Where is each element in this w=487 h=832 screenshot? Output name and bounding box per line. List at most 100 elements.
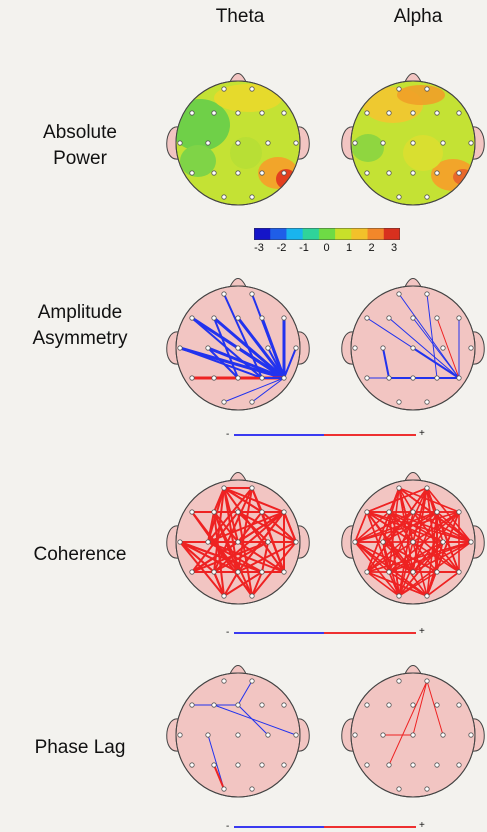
connection-line: [366, 487, 400, 573]
right-ear-icon: [297, 718, 310, 752]
electrode: [364, 315, 370, 321]
power-region: [397, 85, 445, 105]
connection-line: [398, 571, 438, 597]
electrode: [364, 509, 370, 515]
electrode: [434, 762, 440, 768]
right-ear-icon: [297, 126, 310, 160]
row-label-line: Amplitude: [37, 302, 123, 323]
connection-line: [354, 511, 460, 543]
connection-line: [388, 511, 414, 573]
electrode: [352, 539, 358, 545]
electrode: [211, 375, 217, 381]
color-scale-tick-label: -1: [299, 242, 309, 254]
power-region: [352, 134, 384, 162]
connection-line: [179, 347, 263, 379]
electrode: [424, 291, 430, 297]
electrode: [281, 110, 287, 116]
electrode: [249, 194, 255, 200]
right-ear-icon: [472, 126, 485, 160]
electrode: [249, 291, 255, 297]
scalp-border: [350, 479, 476, 605]
connection-line: [283, 347, 297, 379]
electrode: [364, 762, 370, 768]
electrode: [281, 702, 287, 708]
electrode: [221, 678, 227, 684]
connection-line: [251, 487, 263, 513]
electrode: [211, 170, 217, 176]
connection-line: [261, 511, 297, 543]
sign-bar-negative: [234, 826, 324, 828]
electrode: [211, 315, 217, 321]
column-title-alpha: Alpha: [393, 6, 443, 27]
electrode: [424, 485, 430, 491]
electrode: [386, 170, 392, 176]
right-ear-icon: [297, 525, 310, 559]
connection-line: [398, 541, 444, 597]
color-scale-segment: [254, 228, 271, 240]
power-region: [453, 169, 473, 185]
electrode: [211, 702, 217, 708]
scalp-border: [175, 479, 301, 605]
connection-line: [366, 511, 414, 573]
electrode: [249, 399, 255, 405]
connection-line: [223, 487, 239, 543]
color-scale-segment: [383, 228, 400, 240]
electrode: [281, 170, 287, 176]
electrode: [293, 539, 299, 545]
electrode: [456, 315, 462, 321]
sign-minus: -: [226, 821, 230, 832]
electrode: [259, 569, 265, 575]
electrode: [410, 345, 416, 351]
scalp-border: [175, 80, 301, 206]
connection-line: [213, 764, 225, 790]
right-ear-icon: [472, 718, 485, 752]
electrode: [235, 509, 241, 515]
connection-line: [388, 487, 428, 573]
head-map-theta-absolute-power: [166, 73, 310, 206]
electrode: [424, 678, 430, 684]
connection-line: [191, 541, 269, 573]
left-ear-icon: [341, 126, 354, 160]
left-ear-icon: [166, 718, 179, 752]
connection-line: [398, 487, 414, 513]
electrode: [205, 140, 211, 146]
electrode: [456, 110, 462, 116]
electrode: [386, 569, 392, 575]
color-scale-segment: [367, 228, 385, 240]
power-region: [180, 145, 216, 177]
color-scale-segment: [270, 228, 287, 240]
color-scale-segment: [302, 228, 320, 240]
connection-line: [388, 680, 428, 766]
color-scale-tick-label: -2: [276, 242, 287, 254]
connection-line: [426, 680, 444, 736]
electrode: [396, 399, 402, 405]
electrode: [410, 315, 416, 321]
electrode: [468, 345, 474, 351]
electrode: [221, 593, 227, 599]
row-label-absolute-power: Absolute Power: [0, 120, 160, 172]
connection-line: [366, 571, 400, 597]
power-region: [403, 135, 443, 171]
connection-line: [283, 511, 297, 543]
connection-line: [179, 541, 239, 573]
electrode: [221, 485, 227, 491]
electrode: [364, 375, 370, 381]
electrode: [424, 786, 430, 792]
electrode: [396, 678, 402, 684]
connection-line: [412, 317, 460, 379]
row-label-coherence: Coherence: [0, 542, 160, 568]
electrode: [293, 140, 299, 146]
connection-line: [412, 680, 428, 736]
connection-line: [398, 487, 414, 543]
color-scale-tick-label: 3: [390, 242, 398, 254]
electrode: [364, 569, 370, 575]
connection-line: [398, 511, 438, 597]
color-scale-tick-label: 1: [345, 242, 353, 254]
electrode: [456, 569, 462, 575]
scalp-border: [175, 672, 301, 798]
connection-line: [382, 541, 414, 573]
head-map-theta-amplitude-asymmetry: [166, 278, 310, 411]
right-ear-icon: [297, 331, 310, 365]
electrode: [434, 702, 440, 708]
electrode: [396, 485, 402, 491]
